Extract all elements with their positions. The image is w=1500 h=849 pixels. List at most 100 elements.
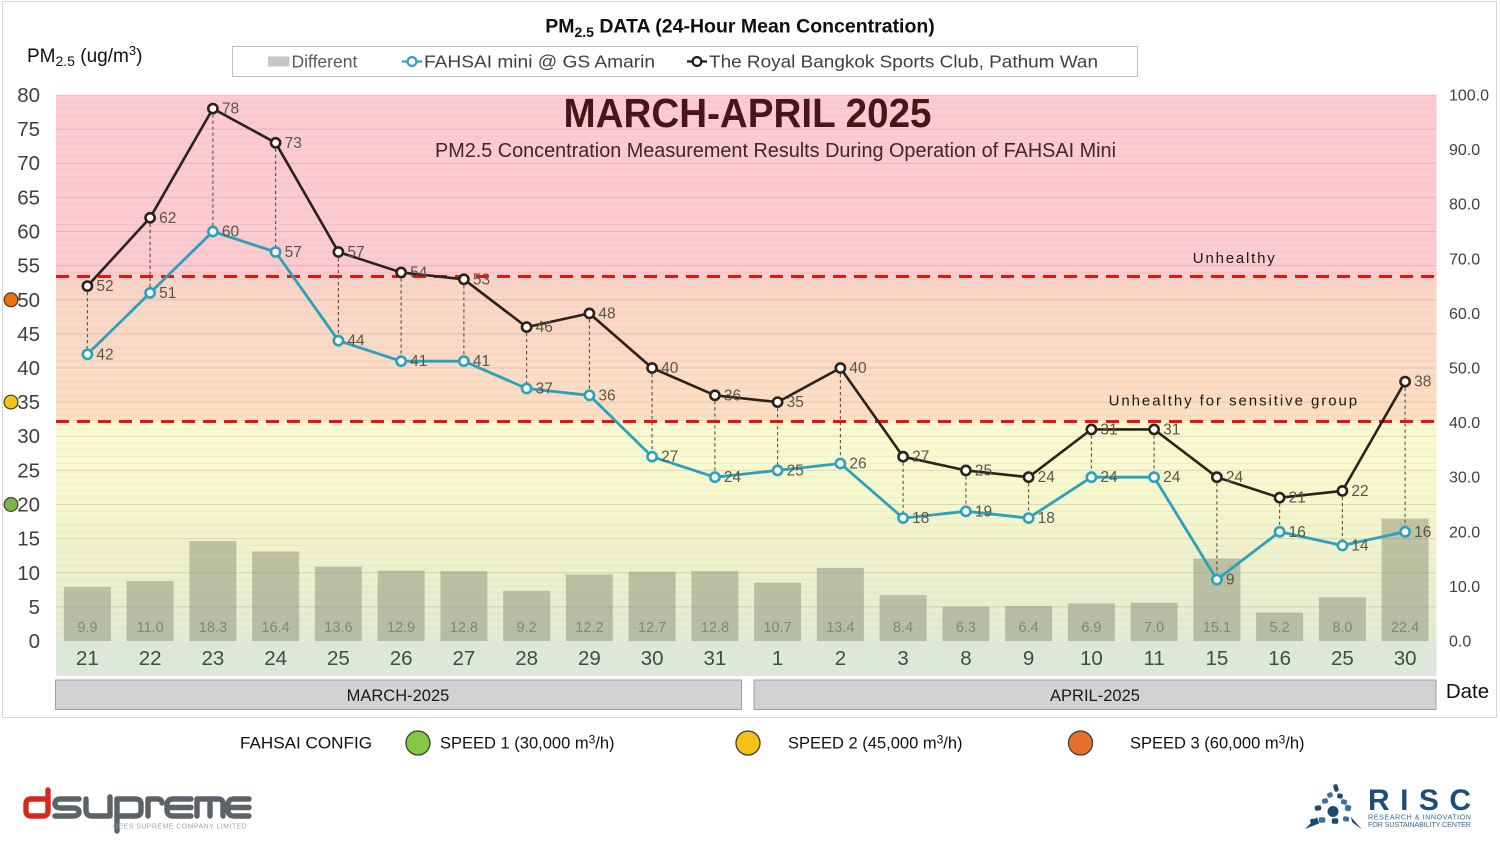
- svg-text:78: 78: [222, 101, 239, 118]
- svg-text:31: 31: [703, 647, 726, 670]
- svg-text:16: 16: [1289, 524, 1306, 541]
- svg-text:10.7: 10.7: [763, 620, 791, 636]
- svg-text:24: 24: [1100, 469, 1118, 486]
- svg-text:12.9: 12.9: [387, 620, 415, 636]
- svg-text:12.8: 12.8: [701, 620, 729, 636]
- svg-text:80.0: 80.0: [1449, 197, 1480, 214]
- svg-text:26: 26: [849, 456, 866, 473]
- svg-text:The Royal Bangkok Sports Club,: The Royal Bangkok Sports Club, Pathum Wa…: [709, 52, 1098, 72]
- svg-text:6.3: 6.3: [956, 620, 976, 636]
- svg-text:70.0: 70.0: [1449, 251, 1480, 268]
- svg-text:28: 28: [515, 647, 538, 670]
- svg-text:21: 21: [1289, 490, 1306, 507]
- svg-text:MARCH-2025: MARCH-2025: [347, 687, 450, 705]
- svg-text:40.0: 40.0: [1449, 415, 1480, 432]
- svg-text:53: 53: [473, 271, 490, 288]
- svg-text:73: 73: [285, 135, 302, 152]
- svg-text:41: 41: [410, 353, 427, 370]
- svg-text:31: 31: [1100, 421, 1117, 438]
- svg-text:51: 51: [159, 285, 176, 302]
- svg-text:35: 35: [787, 394, 804, 411]
- svg-text:90.0: 90.0: [1449, 142, 1480, 159]
- svg-text:9: 9: [1023, 647, 1034, 670]
- svg-text:3: 3: [897, 647, 908, 670]
- svg-text:1: 1: [772, 647, 783, 670]
- svg-text:24: 24: [1038, 469, 1056, 486]
- svg-text:70: 70: [17, 152, 40, 175]
- svg-text:11.0: 11.0: [137, 620, 164, 636]
- svg-text:FAHSAI CONFIG: FAHSAI CONFIG: [240, 735, 372, 753]
- svg-text:65: 65: [17, 186, 40, 209]
- svg-text:12.7: 12.7: [638, 620, 666, 636]
- svg-text:16.4: 16.4: [261, 620, 289, 636]
- svg-text:46: 46: [536, 319, 553, 336]
- svg-text:40: 40: [17, 357, 40, 380]
- svg-text:10: 10: [1080, 647, 1103, 670]
- svg-text:0: 0: [29, 630, 40, 653]
- svg-text:10.0: 10.0: [1449, 579, 1480, 596]
- svg-text:41: 41: [473, 353, 490, 370]
- svg-text:20: 20: [17, 494, 40, 517]
- svg-text:20.0: 20.0: [1449, 524, 1480, 541]
- svg-text:FOR SUSTAINABILITY CENTER: FOR SUSTAINABILITY CENTER: [1368, 820, 1471, 829]
- svg-text:52: 52: [96, 278, 113, 295]
- svg-text:8.4: 8.4: [893, 620, 913, 636]
- svg-text:12.8: 12.8: [450, 620, 478, 636]
- svg-text:SPEED 2 (45,000 m3/h): SPEED 2 (45,000 m3/h): [788, 733, 963, 753]
- svg-text:23: 23: [201, 647, 224, 670]
- svg-text:100.0: 100.0: [1449, 88, 1489, 105]
- svg-text:22: 22: [1351, 483, 1368, 500]
- svg-text:19: 19: [975, 503, 992, 520]
- svg-text:60: 60: [17, 221, 40, 244]
- svg-text:Unhealthy for sensitive group: Unhealthy for sensitive group: [1109, 393, 1359, 410]
- svg-text:57: 57: [285, 244, 302, 261]
- svg-text:8.0: 8.0: [1332, 620, 1352, 636]
- svg-text:24: 24: [1163, 469, 1181, 486]
- svg-text:44: 44: [347, 333, 365, 350]
- svg-text:RESEARCH & INNOVATION: RESEARCH & INNOVATION: [1368, 813, 1471, 822]
- svg-text:DEES SUPREME COMPANY LIMITED: DEES SUPREME COMPANY LIMITED: [113, 824, 248, 831]
- svg-text:APRIL-2025: APRIL-2025: [1050, 687, 1140, 705]
- svg-text:15.1: 15.1: [1203, 620, 1231, 636]
- svg-text:FAHSAI mini @ GS Amarin: FAHSAI mini @ GS Amarin: [424, 52, 655, 72]
- svg-text:SPEED 1 (30,000 m3/h): SPEED 1 (30,000 m3/h): [440, 733, 615, 753]
- svg-text:26: 26: [390, 647, 413, 670]
- svg-text:7.0: 7.0: [1144, 620, 1164, 636]
- svg-text:9.2: 9.2: [517, 620, 537, 636]
- svg-text:45: 45: [17, 323, 40, 346]
- svg-text:27: 27: [452, 647, 475, 670]
- svg-text:8: 8: [960, 647, 971, 670]
- svg-text:6.9: 6.9: [1081, 620, 1101, 636]
- svg-text:Different: Different: [292, 52, 358, 72]
- svg-text:Date: Date: [1446, 680, 1489, 703]
- svg-text:30: 30: [17, 425, 40, 448]
- svg-text:62: 62: [159, 210, 176, 227]
- svg-text:Unhealthy: Unhealthy: [1193, 250, 1277, 267]
- svg-text:9: 9: [1226, 572, 1235, 589]
- svg-text:5: 5: [29, 596, 40, 619]
- svg-text:13.6: 13.6: [324, 620, 352, 636]
- svg-text:42: 42: [96, 346, 113, 363]
- svg-text:36: 36: [724, 387, 741, 404]
- svg-text:15: 15: [1205, 647, 1228, 670]
- svg-text:10: 10: [17, 562, 40, 585]
- svg-text:80: 80: [17, 84, 40, 107]
- svg-text:25: 25: [17, 459, 40, 482]
- svg-text:13.4: 13.4: [826, 620, 854, 636]
- svg-text:27: 27: [661, 449, 678, 466]
- svg-text:18: 18: [912, 510, 929, 527]
- svg-text:5.2: 5.2: [1270, 620, 1290, 636]
- svg-text:60.0: 60.0: [1449, 306, 1480, 323]
- svg-text:SPEED 3 (60,000 m3/h): SPEED 3 (60,000 m3/h): [1130, 733, 1305, 753]
- svg-text:25: 25: [1331, 647, 1354, 670]
- svg-text:48: 48: [598, 305, 615, 322]
- svg-text:PM2.5 (ug/m3): PM2.5 (ug/m3): [27, 43, 142, 69]
- svg-text:30: 30: [641, 647, 664, 670]
- svg-text:6.4: 6.4: [1019, 620, 1039, 636]
- svg-text:57: 57: [347, 244, 364, 261]
- svg-text:25: 25: [975, 462, 992, 479]
- svg-text:2: 2: [835, 647, 846, 670]
- svg-text:31: 31: [1163, 421, 1180, 438]
- svg-text:60: 60: [222, 224, 240, 241]
- svg-text:30: 30: [1394, 647, 1417, 670]
